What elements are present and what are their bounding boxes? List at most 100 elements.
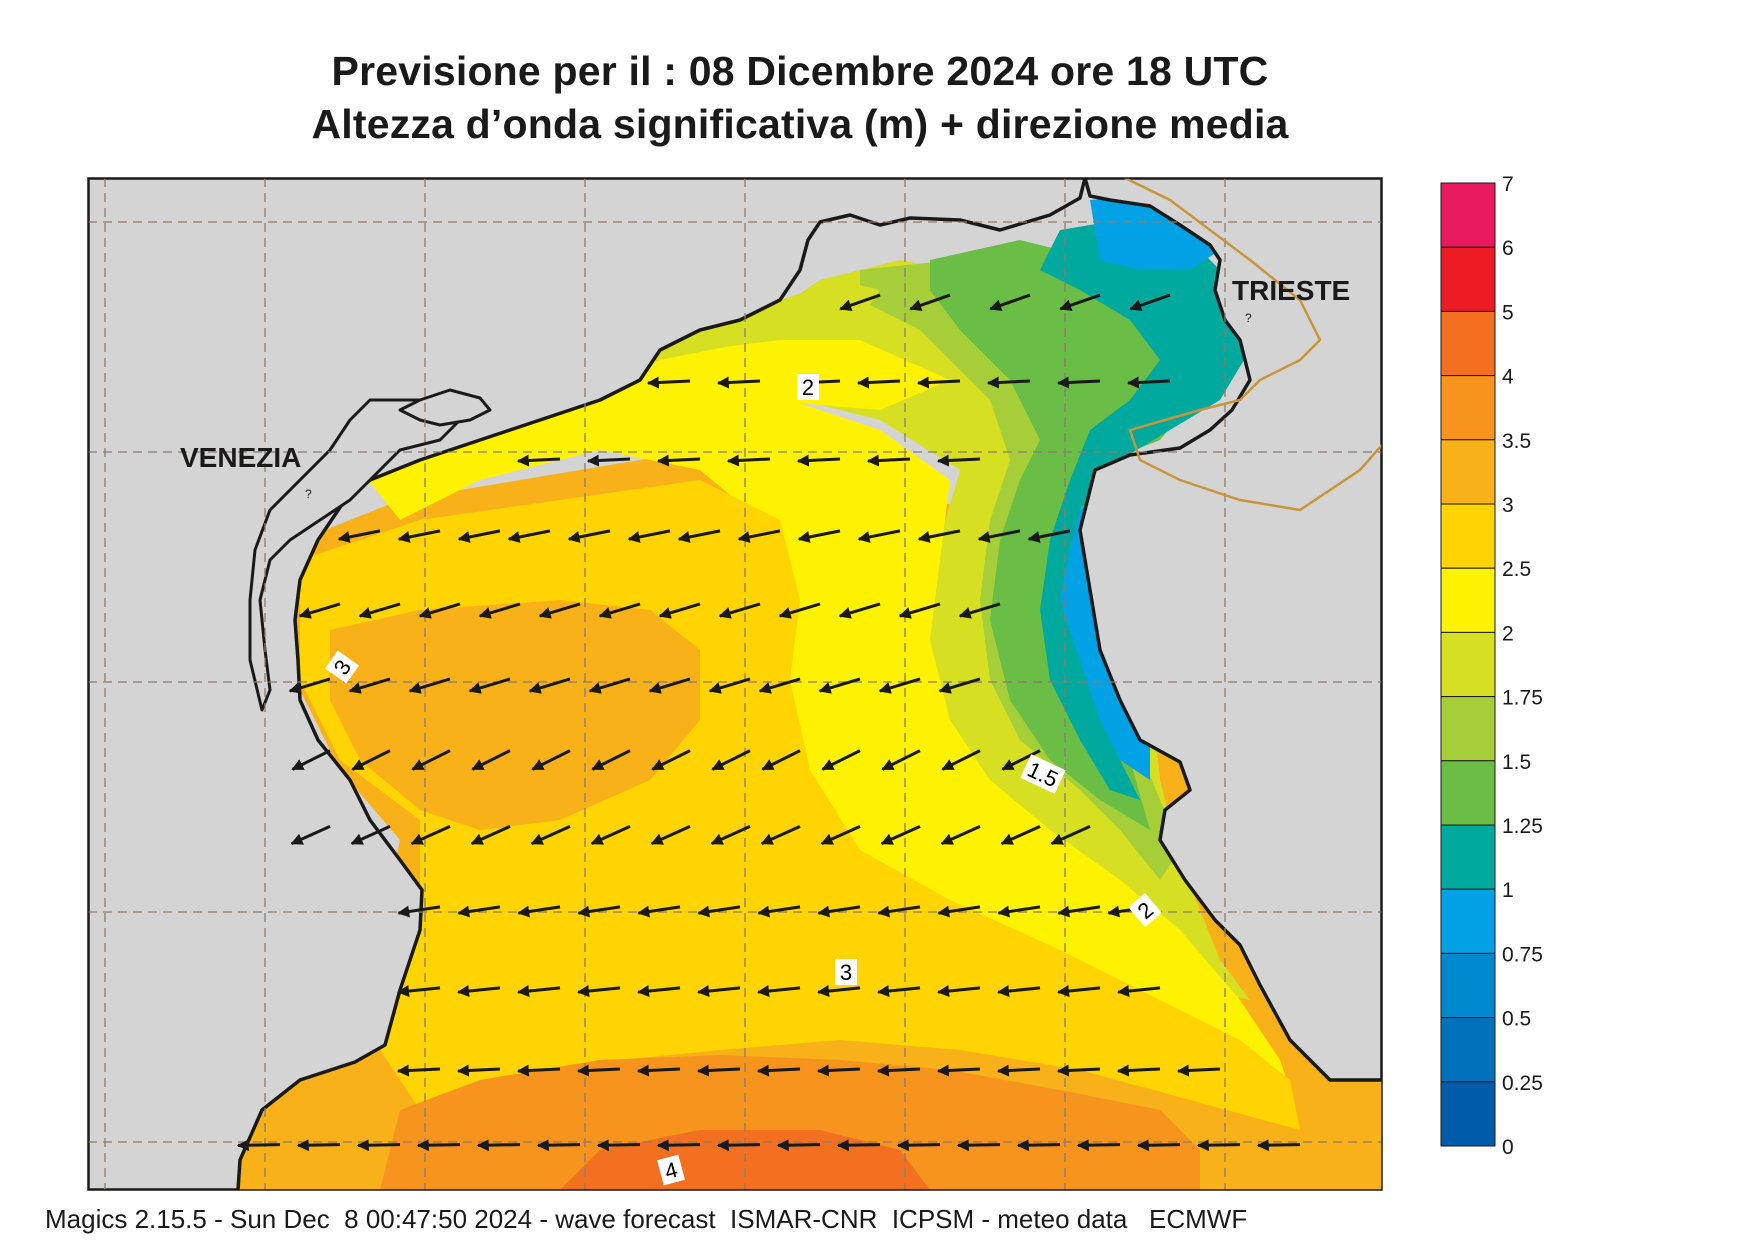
- colorbar: 7 6 5 4 3.5 3 2.5 2 1.75 1.5 1.25 1 0.75 0.5 0.25 0: [1440, 173, 1543, 1159]
- direction-arrow: [457, 985, 501, 997]
- direction-arrow: [296, 1139, 341, 1152]
- sea-band-3-3.5-core: [330, 600, 700, 830]
- direction-arrow: [536, 1139, 581, 1152]
- direction-arrow: [896, 1139, 941, 1152]
- colorbar-swatch: [1440, 1017, 1496, 1083]
- colorbar-swatch: [1440, 567, 1496, 633]
- sea-band-1.75-north: [640, 280, 880, 350]
- place-mark-venezia: ?: [305, 487, 312, 501]
- contour-label-text: 3: [840, 960, 852, 985]
- direction-arrow: [986, 376, 1031, 389]
- direction-arrow: [1116, 1064, 1161, 1077]
- direction-arrow: [471, 749, 511, 771]
- direction-arrow: [716, 1139, 761, 1152]
- direction-arrow: [646, 376, 691, 389]
- colorbar-tick-label: 0.5: [1502, 1008, 1531, 1031]
- direction-arrow: [1256, 1139, 1301, 1152]
- direction-arrow: [351, 749, 391, 771]
- direction-arrow: [1136, 1139, 1181, 1152]
- direction-arrow: [476, 1139, 521, 1152]
- direction-arrow: [658, 602, 701, 619]
- direction-arrow: [997, 905, 1041, 918]
- direction-arrow: [956, 1139, 1001, 1152]
- colorbar-swatch: [1440, 439, 1496, 505]
- direction-arrow: [696, 1064, 741, 1077]
- colorbar-swatch: [1440, 696, 1496, 762]
- direction-arrow: [627, 529, 671, 543]
- direction-arrow: [348, 677, 391, 694]
- direction-arrow: [358, 602, 401, 619]
- direction-arrow: [337, 529, 381, 543]
- map-subtitle: Altezza d’onda significativa (m) + direz…: [311, 101, 1289, 147]
- direction-arrow: [977, 529, 1021, 543]
- national-border: [1124, 178, 1382, 512]
- direction-arrow: [586, 454, 631, 467]
- direction-arrow: [880, 825, 921, 845]
- direction-arrow: [397, 905, 441, 918]
- colorbar-tick-label: 0.25: [1502, 1072, 1543, 1095]
- map-plot-area: 2 3 1.5 2 3 4 VENEZIA: [88, 178, 1382, 1190]
- colorbar-swatch: [1440, 824, 1496, 890]
- direction-arrow: [598, 602, 641, 619]
- direction-arrow: [821, 749, 861, 771]
- direction-arrow: [958, 602, 1001, 619]
- direction-arrow: [457, 905, 501, 918]
- direction-arrow: [778, 602, 821, 619]
- contour-label-2-north: 2: [797, 374, 819, 400]
- colorbar-tick-label: 2: [1502, 622, 1514, 645]
- place-label-venezia: VENEZIA: [180, 442, 301, 473]
- direction-arrow: [726, 454, 771, 467]
- direction-arrow: [758, 677, 801, 694]
- direction-arrow: [507, 529, 551, 543]
- direction-arrow: [656, 454, 701, 467]
- direction-arrow: [456, 1064, 501, 1077]
- direction-arrow: [1126, 376, 1171, 389]
- colorbar-swatch: [1440, 246, 1496, 312]
- direction-arrow: [757, 985, 801, 997]
- direction-arrow: [708, 677, 751, 694]
- direction-arrow: [866, 454, 911, 467]
- colorbar-swatch: [1440, 375, 1496, 441]
- colorbar-swatch: [1440, 888, 1496, 954]
- direction-arrow: [651, 749, 691, 771]
- direction-arrow: [528, 677, 571, 694]
- contour-label-4: 4: [657, 1154, 685, 1186]
- contour-label-3-south: 3: [835, 959, 857, 985]
- colorbar-swatch: [1440, 952, 1496, 1019]
- direction-arrow: [577, 905, 621, 918]
- direction-arrow: [636, 1064, 681, 1077]
- colorbar-tick-label: 3: [1502, 494, 1514, 517]
- direction-arrow: [997, 985, 1041, 997]
- plot-frame: [87, 177, 1383, 1191]
- direction-arrow: [1050, 825, 1091, 845]
- direction-arrow: [916, 376, 961, 389]
- direction-arrow: [941, 749, 981, 771]
- direction-arrow: [457, 529, 501, 543]
- direction-arrow: [591, 749, 631, 771]
- direction-arrow: [936, 454, 981, 467]
- direction-arrow: [290, 825, 331, 845]
- direction-arrow: [416, 1139, 461, 1152]
- direction-arrow: [1059, 293, 1101, 312]
- direction-arrow: [677, 529, 721, 543]
- direction-arrow: [577, 985, 621, 997]
- direction-arrow: [411, 749, 451, 771]
- direction-arrow: [1057, 985, 1101, 997]
- direction-arrow: [516, 1064, 561, 1077]
- direction-arrow: [917, 529, 961, 543]
- direction-arrow: [816, 1064, 861, 1077]
- direction-arrow: [478, 602, 521, 619]
- direction-arrow: [1000, 825, 1041, 845]
- direction-arrow: [516, 454, 561, 467]
- direction-arrow: [760, 825, 801, 845]
- direction-arrow: [637, 985, 681, 997]
- direction-arrow: [857, 529, 901, 543]
- direction-arrow: [1027, 529, 1071, 543]
- colorbar-swatch: [1440, 310, 1496, 377]
- direction-arrow: [1129, 293, 1171, 312]
- direction-arrow: [940, 825, 981, 845]
- direction-arrow: [590, 825, 631, 845]
- direction-arrow: [396, 1064, 441, 1077]
- direction-arrow: [656, 1139, 701, 1152]
